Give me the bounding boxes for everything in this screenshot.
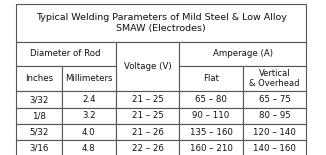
Text: 3/32: 3/32	[29, 95, 49, 104]
Text: Amperage (A): Amperage (A)	[213, 49, 273, 58]
Bar	[116, 42, 179, 91]
Bar	[62, 91, 116, 108]
Text: Inches: Inches	[25, 74, 53, 83]
Text: 65 – 75: 65 – 75	[259, 95, 290, 104]
Bar	[116, 108, 179, 124]
Text: 135 – 160: 135 – 160	[190, 128, 232, 137]
Bar	[116, 140, 179, 155]
Bar	[16, 140, 62, 155]
Bar	[179, 124, 243, 140]
Text: 2.4: 2.4	[82, 95, 96, 104]
Text: 1/8: 1/8	[32, 111, 46, 120]
Bar	[179, 66, 243, 91]
Text: Millimeters: Millimeters	[65, 74, 112, 83]
Bar	[179, 91, 243, 108]
Bar	[116, 124, 179, 140]
Text: 160 – 210: 160 – 210	[190, 144, 232, 153]
Bar	[62, 124, 116, 140]
Bar	[116, 91, 179, 108]
Text: 3.2: 3.2	[82, 111, 96, 120]
Text: 21 – 25: 21 – 25	[132, 111, 163, 120]
Bar	[179, 140, 243, 155]
Text: 65 – 80: 65 – 80	[195, 95, 227, 104]
Text: 80 – 95: 80 – 95	[259, 111, 290, 120]
Bar	[179, 108, 243, 124]
Text: 5/32: 5/32	[29, 128, 49, 137]
Text: 90 – 110: 90 – 110	[192, 111, 230, 120]
Bar	[243, 108, 306, 124]
Text: Voltage (V): Voltage (V)	[124, 62, 171, 71]
Bar	[16, 4, 306, 42]
Bar	[16, 108, 62, 124]
Text: 140 – 160: 140 – 160	[253, 144, 296, 153]
Text: Vertical
& Overhead: Vertical & Overhead	[249, 69, 300, 88]
Text: 120 – 140: 120 – 140	[253, 128, 296, 137]
Bar	[16, 91, 62, 108]
Bar	[16, 66, 62, 91]
Bar	[243, 91, 306, 108]
Bar	[62, 140, 116, 155]
Bar	[179, 42, 306, 66]
Bar	[16, 124, 62, 140]
Text: Diameter of Rod: Diameter of Rod	[30, 49, 101, 58]
Text: 4.8: 4.8	[82, 144, 96, 153]
Text: Typical Welding Parameters of Mild Steel & Low Alloy
SMAW (Electrodes): Typical Welding Parameters of Mild Steel…	[36, 13, 287, 33]
Bar	[62, 108, 116, 124]
Bar	[16, 42, 116, 66]
Text: Flat: Flat	[203, 74, 219, 83]
Bar	[243, 66, 306, 91]
Text: 4.0: 4.0	[82, 128, 96, 137]
Text: 21 – 26: 21 – 26	[132, 128, 163, 137]
Bar	[243, 140, 306, 155]
Text: 22 – 26: 22 – 26	[132, 144, 163, 153]
Bar	[62, 66, 116, 91]
Bar	[243, 124, 306, 140]
Text: 3/16: 3/16	[29, 144, 49, 153]
Text: 21 – 25: 21 – 25	[132, 95, 163, 104]
